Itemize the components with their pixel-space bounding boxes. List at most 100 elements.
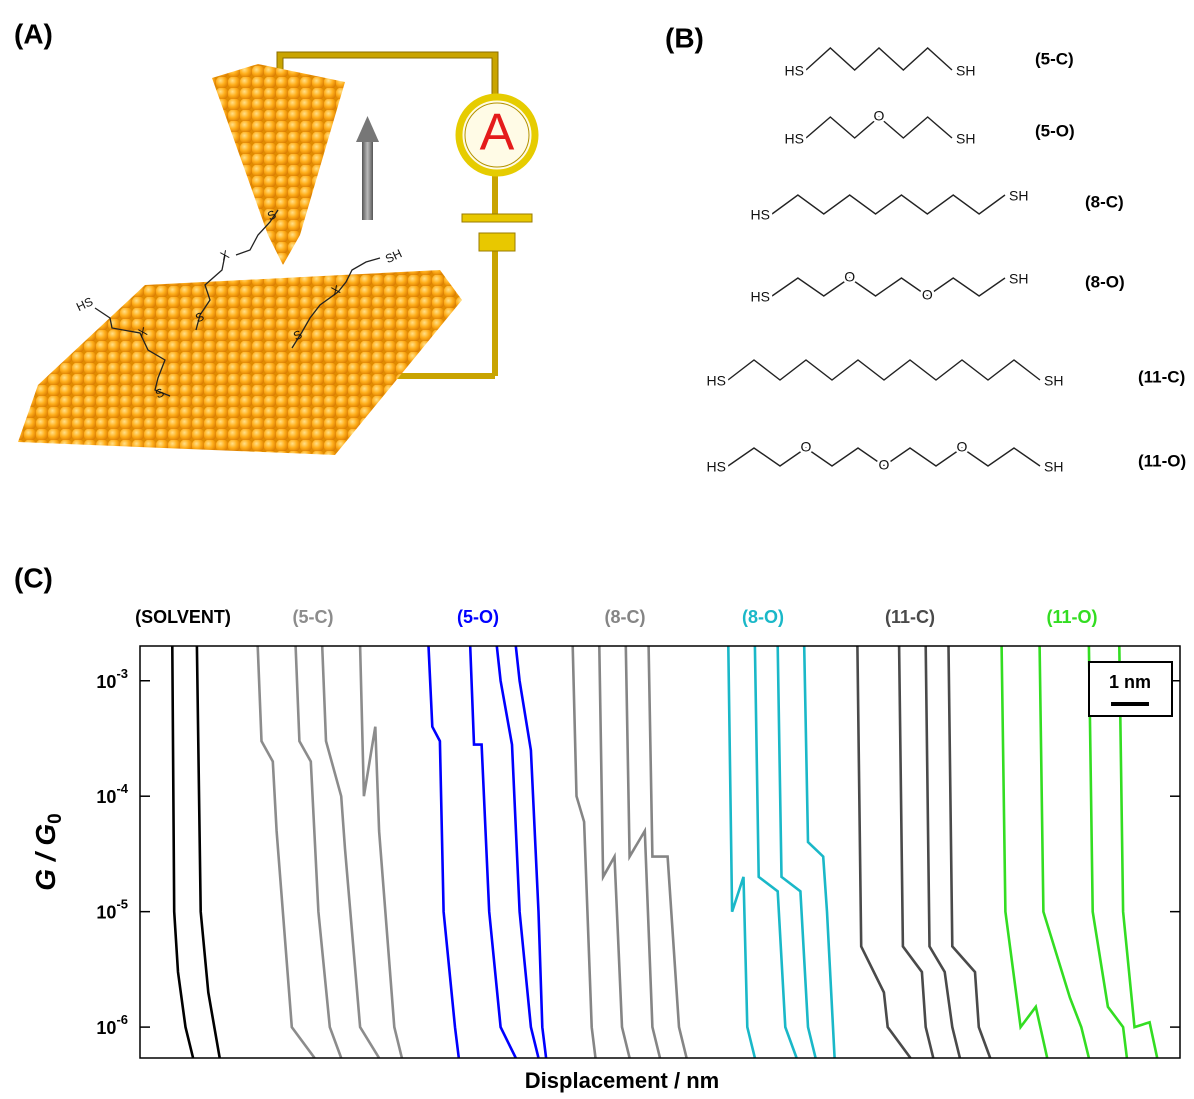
series-label: (8-O) xyxy=(742,607,784,627)
battery-plate xyxy=(461,213,533,223)
trace xyxy=(1000,646,1049,1058)
trace xyxy=(1087,646,1129,1058)
atom-label: O xyxy=(922,287,933,303)
molecule-chain xyxy=(727,447,1041,467)
series-label: (5-O) xyxy=(457,607,499,627)
trace xyxy=(358,646,404,1058)
y-axis-label-sub: 0 xyxy=(45,813,66,824)
atom-label: SH xyxy=(956,63,975,79)
y-tick-label: 10-5 xyxy=(96,897,128,922)
trace xyxy=(427,646,461,1058)
atom-label: HS xyxy=(751,207,770,223)
trace xyxy=(1038,646,1091,1058)
trace xyxy=(802,646,836,1058)
y-tick-exponent: -5 xyxy=(116,897,128,912)
atom-label: X xyxy=(218,247,231,263)
ammeter-label: A xyxy=(480,104,515,162)
trace xyxy=(294,646,343,1058)
atom-label: O xyxy=(801,439,812,455)
trace xyxy=(897,646,935,1058)
y-tick-label: 10-4 xyxy=(96,782,128,807)
trace xyxy=(495,646,540,1058)
y-tick-label: 10-3 xyxy=(96,666,128,691)
series-label: (11-O) xyxy=(1046,607,1097,627)
atom-label: SH xyxy=(383,246,404,266)
x-axis-label: Displacement / nm xyxy=(525,1068,719,1093)
atom-label: SH xyxy=(1009,188,1028,204)
molecule-chain xyxy=(805,47,953,71)
circuit-outline xyxy=(276,51,499,97)
panel-label: (C) xyxy=(14,562,53,593)
y-axis-label: G / G0 xyxy=(30,813,66,890)
atom-label: HS xyxy=(74,294,95,314)
trace xyxy=(624,646,662,1058)
panel-label: (B) xyxy=(665,22,704,53)
trace xyxy=(753,646,798,1058)
series-label: (SOLVENT) xyxy=(135,607,231,627)
ammeter-ring xyxy=(464,102,530,168)
trace xyxy=(320,646,381,1058)
molecule-chain xyxy=(771,194,1006,215)
atom-label: O xyxy=(844,269,855,285)
y-tick-exponent: -4 xyxy=(116,782,128,797)
atom-label: O xyxy=(879,457,890,473)
atom-label: SH xyxy=(956,131,975,147)
trace xyxy=(256,646,316,1058)
trace xyxy=(171,646,195,1058)
atom-label: SH xyxy=(1009,271,1028,287)
gold-tip xyxy=(212,64,345,265)
molecules xyxy=(94,209,381,397)
arrow xyxy=(356,116,379,220)
trace xyxy=(924,646,962,1058)
y-tick-base: 10 xyxy=(96,787,116,807)
molecule-label: (11-O) xyxy=(1138,451,1186,470)
ammeter xyxy=(455,93,539,177)
series-label: (5-C) xyxy=(293,607,334,627)
molecule-label: (5-C) xyxy=(1035,49,1074,68)
trace xyxy=(468,646,517,1058)
circuit xyxy=(277,52,498,379)
molecule-chain xyxy=(771,277,1006,297)
molecule-label: (8-O) xyxy=(1085,272,1125,291)
molecule-chain xyxy=(805,116,953,139)
panel-label: (A) xyxy=(14,18,53,49)
trace xyxy=(571,646,597,1058)
trace xyxy=(514,646,548,1058)
chart: (SOLVENT) (5-C) (5-O) (8-C) (8-O) (11-C) (11-O… xyxy=(96,607,1181,1059)
trace xyxy=(727,646,757,1058)
y-tick-label: 10-6 xyxy=(96,1013,128,1038)
atom-label: HS xyxy=(707,373,726,389)
y-tick-exponent: -6 xyxy=(116,1013,128,1028)
atom-label: SH xyxy=(1044,459,1063,475)
molecule-label: (11-C) xyxy=(1138,367,1185,386)
atom-label: HS xyxy=(751,289,770,305)
y-tick-base: 10 xyxy=(96,902,116,922)
trace xyxy=(947,646,992,1058)
trace xyxy=(195,646,221,1058)
y-tick-base: 10 xyxy=(96,1018,116,1038)
trace xyxy=(598,646,631,1058)
atom-label: HS xyxy=(785,131,804,147)
y-axis-label-text: G / G xyxy=(30,824,61,891)
molecule-label: (5-O) xyxy=(1035,121,1075,140)
atom-label: O xyxy=(957,439,968,455)
y-tick-exponent: -3 xyxy=(116,666,128,681)
series-label: (8-C) xyxy=(605,607,646,627)
scale-label: 1 nm xyxy=(1109,672,1151,692)
trace xyxy=(776,646,817,1058)
trace xyxy=(856,646,912,1058)
scale-box xyxy=(1088,661,1173,717)
gold-substrate xyxy=(18,270,462,455)
molecule-chain xyxy=(727,359,1041,381)
atom-label: HS xyxy=(707,459,726,475)
atom-label: SH xyxy=(1044,373,1063,389)
trace xyxy=(647,646,688,1058)
plot-frame xyxy=(139,645,1181,1059)
trace xyxy=(1118,646,1159,1058)
molecule-list: HS SH (5-C) HS O SH (5-O) HS SH (8-C) HS O O SH (8-O) H… xyxy=(704,47,1186,477)
atom-label: HS xyxy=(785,63,804,79)
battery-plate xyxy=(478,232,516,252)
atom-label: O xyxy=(874,108,885,124)
